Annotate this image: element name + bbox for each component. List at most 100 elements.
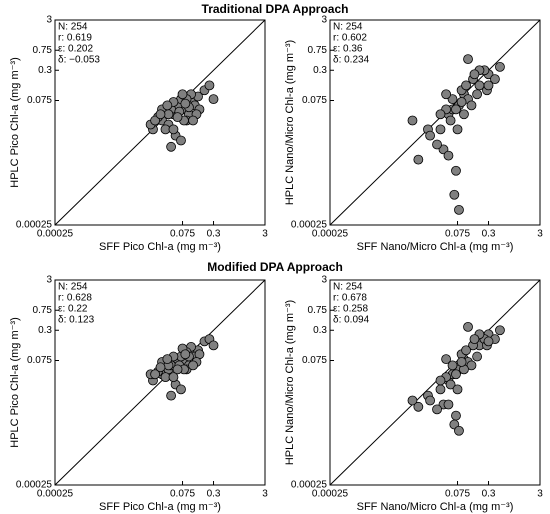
- y-tick-label: 3: [46, 275, 52, 286]
- y-tick-label: 0.00025: [291, 220, 328, 231]
- point: [413, 401, 424, 412]
- point: [180, 98, 191, 109]
- plot-frame: [329, 279, 541, 486]
- x-tick-label: 0.00025: [312, 229, 349, 240]
- y-axis-label: HPLC Pico Chl-a (mg m⁻³): [9, 317, 21, 448]
- y-tick-label: 0.75: [308, 305, 328, 316]
- stat-text: r: 0.602: [333, 33, 367, 44]
- stat-text: N: 254: [58, 22, 88, 33]
- stat-text: δ: 0.123: [58, 315, 95, 326]
- y-tick-label: 0.75: [33, 45, 53, 56]
- y-axis-label: HPLC Nano/Micro Chl-a (mg m⁻³): [284, 40, 296, 205]
- one-to-one-line: [329, 279, 541, 486]
- point: [456, 357, 467, 367]
- point: [447, 94, 458, 105]
- point: [490, 74, 500, 85]
- x-tick-label: 3: [262, 229, 268, 240]
- y-tick-label: 0.3: [313, 325, 327, 336]
- y-tick-label: 0.3: [38, 65, 52, 76]
- point: [176, 135, 186, 146]
- y-tick-label: 0.075: [27, 95, 52, 106]
- x-tick-label: 0.075: [445, 229, 470, 240]
- y-tick-label: 3: [46, 15, 52, 26]
- x-axis-label: SFF Nano/Micro Chl-a (mg m⁻³): [357, 501, 514, 513]
- section-title: Modified DPA Approach: [207, 260, 343, 274]
- stat-text: r: 0.678: [333, 293, 367, 304]
- stat-text: δ: −0.053: [58, 55, 100, 66]
- y-tick-label: 0.75: [33, 305, 53, 316]
- point: [452, 124, 463, 135]
- point: [451, 104, 461, 115]
- y-tick-label: 0.00025: [291, 480, 328, 491]
- point: [435, 375, 446, 386]
- point: [176, 384, 186, 395]
- point: [435, 109, 446, 120]
- point: [454, 204, 464, 215]
- stat-text: r: 0.628: [58, 293, 92, 304]
- stat-text: ε: 0.22: [58, 304, 88, 315]
- point: [435, 124, 446, 135]
- point: [451, 165, 461, 176]
- point: [155, 362, 166, 373]
- point: [466, 100, 477, 111]
- point: [461, 80, 471, 91]
- x-axis-label: SFF Nano/Micro Chl-a (mg m⁻³): [357, 241, 514, 253]
- y-tick-label: 0.075: [302, 355, 327, 366]
- point: [466, 360, 477, 371]
- y-tick-label: 0.075: [302, 95, 327, 106]
- stat-text: δ: 0.094: [333, 315, 370, 326]
- point: [495, 325, 505, 336]
- plot-frame: [54, 19, 266, 226]
- stat-text: N: 254: [58, 282, 88, 293]
- x-tick-label: 3: [537, 489, 543, 500]
- x-tick-label: 0.00025: [37, 229, 74, 240]
- stat-text: N: 254: [333, 22, 363, 33]
- point: [441, 89, 452, 100]
- stat-text: r: 0.619: [58, 33, 92, 44]
- section-title: Traditional DPA Approach: [202, 2, 349, 16]
- x-tick-label: 3: [537, 229, 543, 240]
- point: [451, 410, 461, 421]
- point: [443, 150, 454, 161]
- stat-text: N: 254: [333, 282, 363, 293]
- y-tick-label: 0.75: [308, 45, 328, 56]
- point: [435, 384, 446, 395]
- point: [495, 61, 505, 72]
- point: [188, 360, 198, 371]
- point: [449, 189, 460, 200]
- x-tick-label: 3: [262, 489, 268, 500]
- point: [443, 399, 454, 410]
- x-tick-label: 0.075: [445, 489, 470, 500]
- point: [407, 395, 418, 406]
- x-tick-label: 0.3: [207, 229, 221, 240]
- point: [166, 141, 177, 152]
- point: [445, 115, 456, 126]
- x-axis-label: SFF Pico Chl-a (mg m⁻³): [99, 501, 221, 513]
- y-axis-label: HPLC Nano/Micro Chl-a (mg m⁻³): [284, 300, 296, 465]
- point: [469, 69, 480, 80]
- point: [168, 372, 179, 383]
- plot-frame: [329, 19, 541, 226]
- point: [172, 112, 183, 123]
- point: [407, 115, 418, 126]
- point: [204, 80, 215, 91]
- y-tick-label: 3: [321, 15, 327, 26]
- point: [150, 369, 161, 380]
- point: [208, 340, 219, 351]
- point: [188, 115, 198, 126]
- y-tick-label: 0.00025: [16, 220, 53, 231]
- point: [459, 109, 469, 120]
- point: [454, 425, 464, 436]
- point: [451, 369, 461, 380]
- y-tick-label: 0.3: [38, 325, 52, 336]
- point: [445, 379, 456, 390]
- stat-text: ε: 0.36: [333, 44, 363, 55]
- point: [172, 364, 183, 375]
- y-tick-label: 0.075: [27, 355, 52, 366]
- y-axis-label: HPLC Pico Chl-a (mg m⁻³): [9, 57, 21, 188]
- point: [461, 345, 471, 356]
- point: [483, 336, 494, 347]
- stat-text: δ: 0.234: [333, 55, 370, 66]
- point: [425, 395, 436, 406]
